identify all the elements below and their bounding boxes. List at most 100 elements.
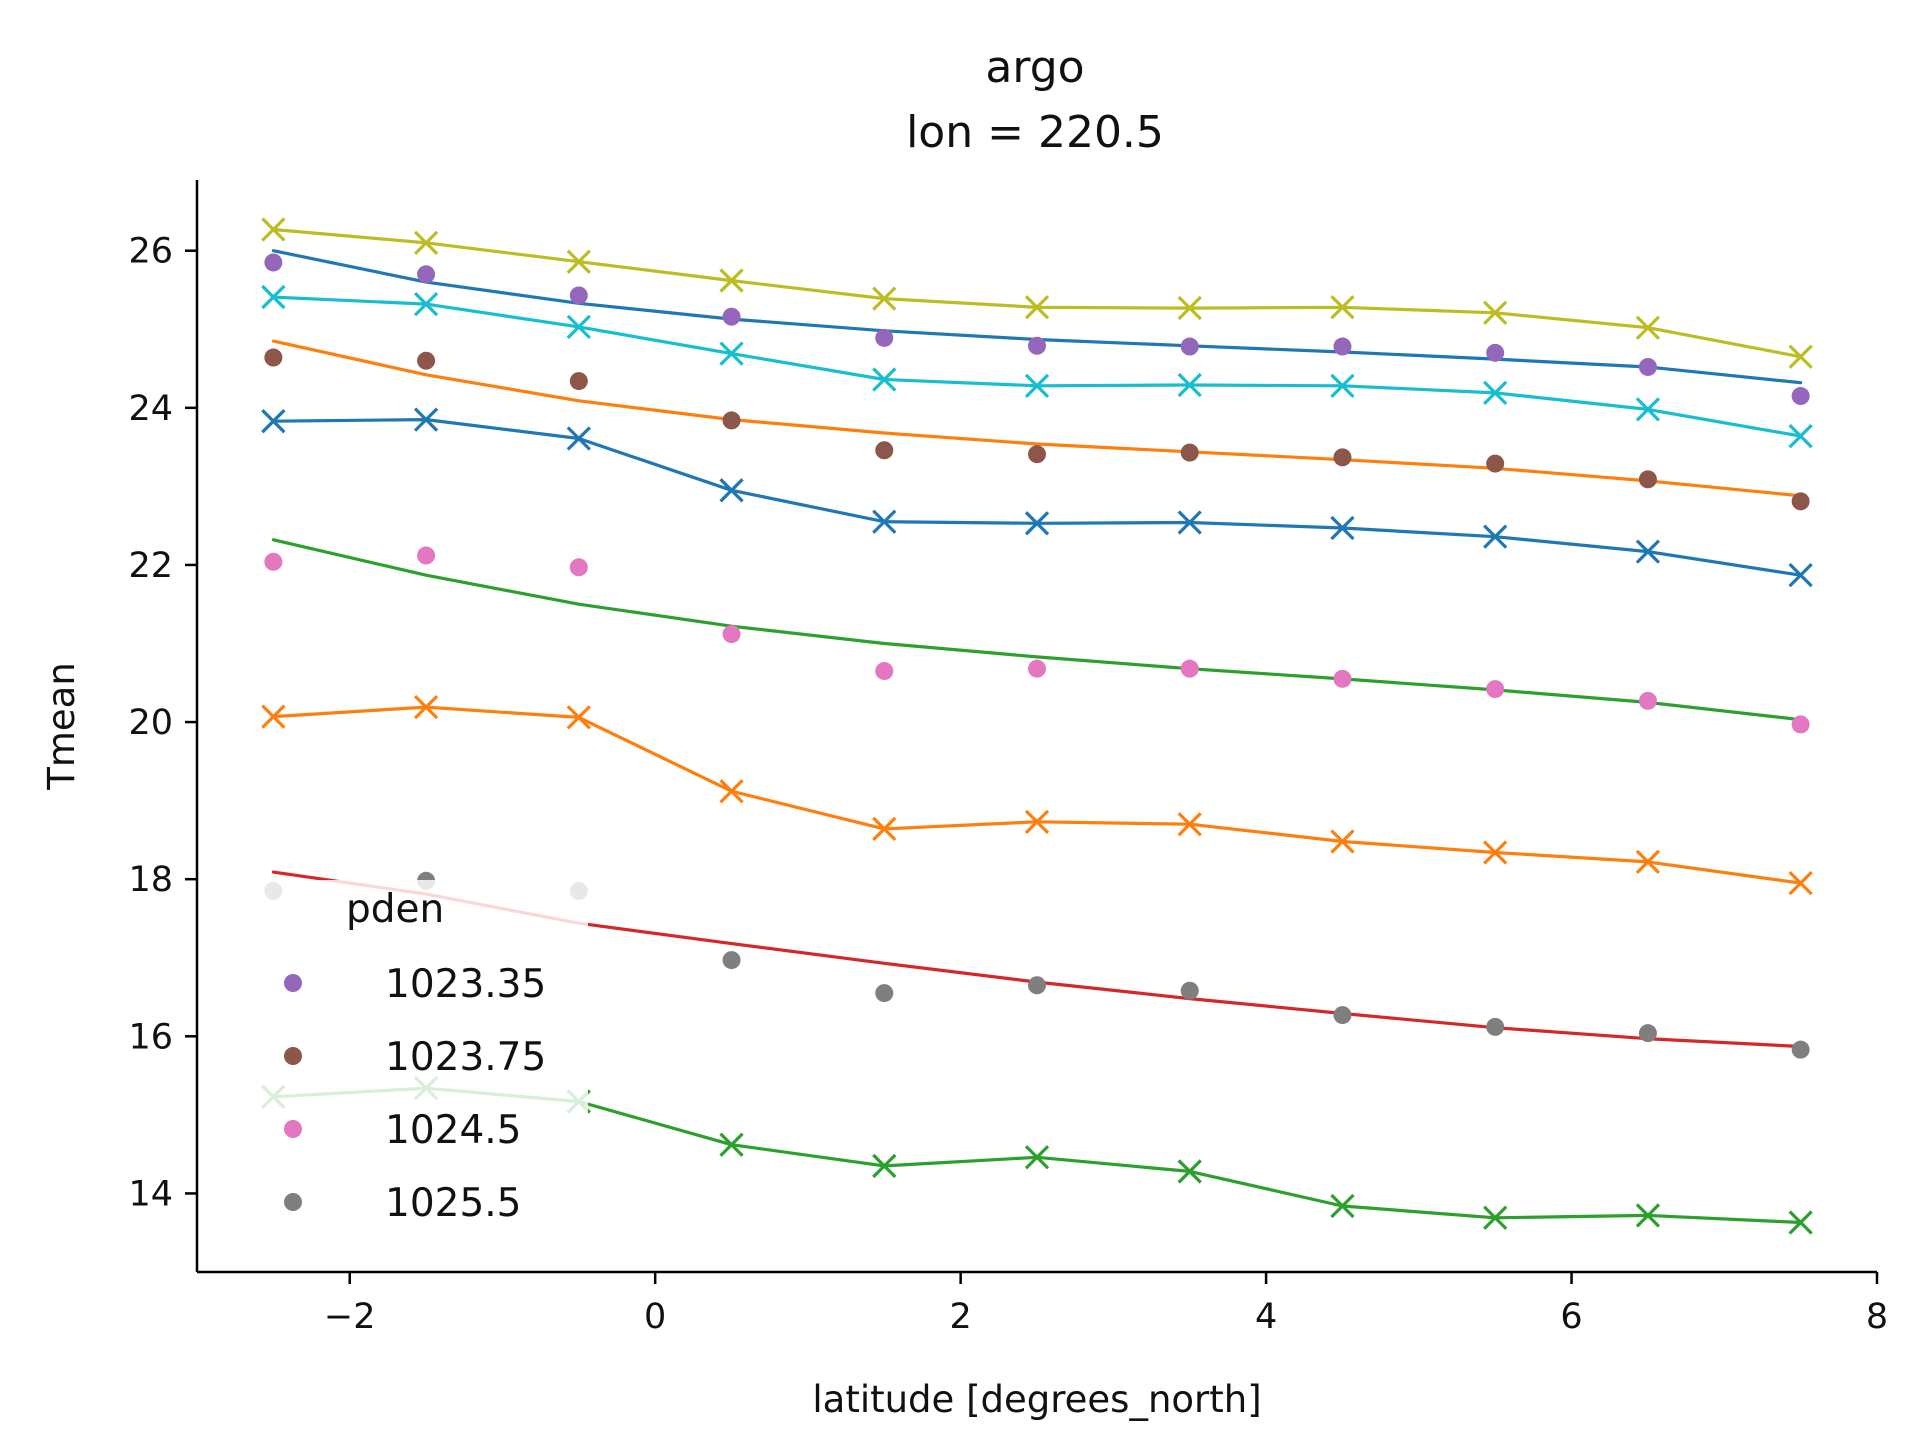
series-0-marker-1-stroke-b	[413, 230, 439, 255]
series-6-marker-0-stroke-b	[261, 409, 286, 434]
series-6-marker-5	[1024, 511, 1050, 536]
series-3-marker-7	[1330, 373, 1355, 398]
series-3-marker-5	[1024, 373, 1050, 398]
y-tick-label-3: 20	[128, 703, 173, 743]
legend: pden 1023.35 1023.75 1024.5 1025.5	[258, 880, 588, 1240]
series-0-marker-5	[1024, 295, 1050, 320]
x-tick-label-1: 0	[644, 1297, 666, 1337]
series-3-marker-2-stroke-b	[566, 314, 591, 340]
series-6-marker-3-stroke-b	[719, 478, 744, 503]
series-6	[261, 407, 1813, 588]
series-9-marker-1-stroke-b	[413, 695, 439, 720]
series-0-marker-2	[566, 249, 591, 274]
series-8-point-2	[569, 558, 588, 577]
series-2-point-10	[1791, 387, 1810, 406]
series-2-point-8	[1486, 343, 1505, 362]
y-tick-label-6: 26	[128, 232, 173, 272]
series-12-marker-10-stroke-b	[1788, 1210, 1813, 1235]
series-0-marker-9-stroke-b	[1635, 315, 1661, 340]
series-5-point-6	[1180, 443, 1199, 462]
series-5-point-5	[1028, 445, 1046, 464]
series-3-marker-5-stroke-b	[1024, 373, 1050, 398]
series-9-marker-4-stroke-b	[872, 816, 897, 842]
series-12-marker-9	[1635, 1203, 1661, 1228]
series-9-marker-3	[719, 779, 744, 804]
series-9-marker-6	[1177, 812, 1202, 837]
series-3-marker-0	[261, 284, 286, 310]
series-0-marker-3	[719, 268, 744, 293]
series-3-marker-4-stroke-b	[872, 367, 897, 392]
series-9-marker-3-stroke-b	[719, 779, 744, 804]
series-5-point-0	[264, 348, 283, 367]
series-12-marker-9-stroke-b	[1635, 1203, 1661, 1228]
x-tick-label-3: 4	[1255, 1297, 1277, 1337]
series-3-marker-10	[1788, 423, 1813, 449]
series-5-point-1	[417, 351, 436, 370]
series-5-point-3	[722, 411, 741, 430]
legend-marker-3	[284, 1193, 302, 1211]
series-2-point-2	[569, 286, 588, 305]
series-3-marker-3	[719, 341, 744, 366]
series-9-marker-0-stroke-b	[261, 704, 286, 729]
series-0-marker-1	[413, 230, 439, 255]
y-tick-label-2: 18	[128, 860, 173, 900]
series-6-marker-2	[566, 426, 591, 451]
series-11-point-9	[1638, 1024, 1657, 1043]
series-2-point-3	[722, 307, 741, 326]
series-6-marker-2-stroke-b	[566, 426, 591, 451]
series-12-marker-3-stroke-b	[719, 1132, 744, 1157]
series-9-marker-7-stroke-b	[1330, 829, 1355, 854]
series-12-marker-8	[1483, 1205, 1508, 1230]
series-11-point-4	[875, 984, 894, 1003]
series-5-point-8	[1486, 454, 1505, 473]
series-9-marker-10	[1788, 870, 1813, 896]
series-9-marker-4	[872, 816, 897, 842]
series-8-point-4	[875, 662, 894, 681]
series-8-point-10	[1791, 715, 1810, 734]
series-9-marker-8-stroke-b	[1483, 840, 1508, 865]
series-3-marker-6-stroke-b	[1177, 372, 1202, 398]
series-6-marker-8-stroke-b	[1483, 524, 1508, 549]
series-3-marker-8-stroke-b	[1483, 380, 1508, 406]
series-6-marker-7-stroke-b	[1330, 515, 1355, 541]
legend-marker-0	[284, 974, 302, 992]
series-6-marker-7	[1330, 515, 1355, 541]
series-0-marker-10-stroke-b	[1788, 344, 1813, 369]
chart-title-line-2: lon = 220.5	[906, 107, 1164, 158]
series-6-marker-9-stroke-b	[1635, 539, 1661, 564]
series-11-point-6	[1180, 981, 1199, 1000]
series-0	[261, 217, 1813, 369]
series-9-marker-2	[566, 705, 591, 730]
x-tick-label-2: 2	[949, 1297, 971, 1337]
series-6-marker-1-stroke-b	[413, 407, 439, 432]
series-11-point-7	[1333, 1006, 1352, 1025]
x-tick-label-5: 8	[1866, 1297, 1888, 1337]
series-9-marker-5	[1024, 809, 1050, 834]
series-8-point-8	[1486, 680, 1505, 699]
series-12-marker-6	[1177, 1159, 1202, 1184]
series-0-marker-6-stroke-b	[1177, 295, 1202, 321]
series-3-marker-4	[872, 367, 897, 392]
series-12-marker-8-stroke-b	[1483, 1205, 1508, 1230]
series-5-point-2	[569, 372, 588, 391]
series-2-point-4	[875, 328, 894, 347]
legend-box	[258, 880, 588, 1240]
series-6-marker-6-stroke-b	[1177, 510, 1202, 535]
series-9-marker-7	[1330, 829, 1355, 854]
series-5-point-4	[875, 441, 894, 460]
series-9-marker-5-stroke-b	[1024, 809, 1050, 834]
series-11-point-10	[1791, 1040, 1810, 1059]
series-6-marker-3	[719, 478, 744, 503]
series-8-point-5	[1028, 659, 1046, 678]
series-5	[264, 348, 1810, 511]
series-5-point-10	[1791, 492, 1810, 511]
series-3-marker-7-stroke-b	[1330, 373, 1355, 398]
series-9-marker-9	[1635, 849, 1661, 875]
x-tick-label-4: 6	[1560, 1297, 1582, 1337]
series-11-point-8	[1486, 1017, 1505, 1036]
chart-title-line-1: argo	[985, 42, 1084, 93]
legend-label-1: 1023.75	[385, 1035, 546, 1080]
series-6-marker-8	[1483, 524, 1508, 549]
